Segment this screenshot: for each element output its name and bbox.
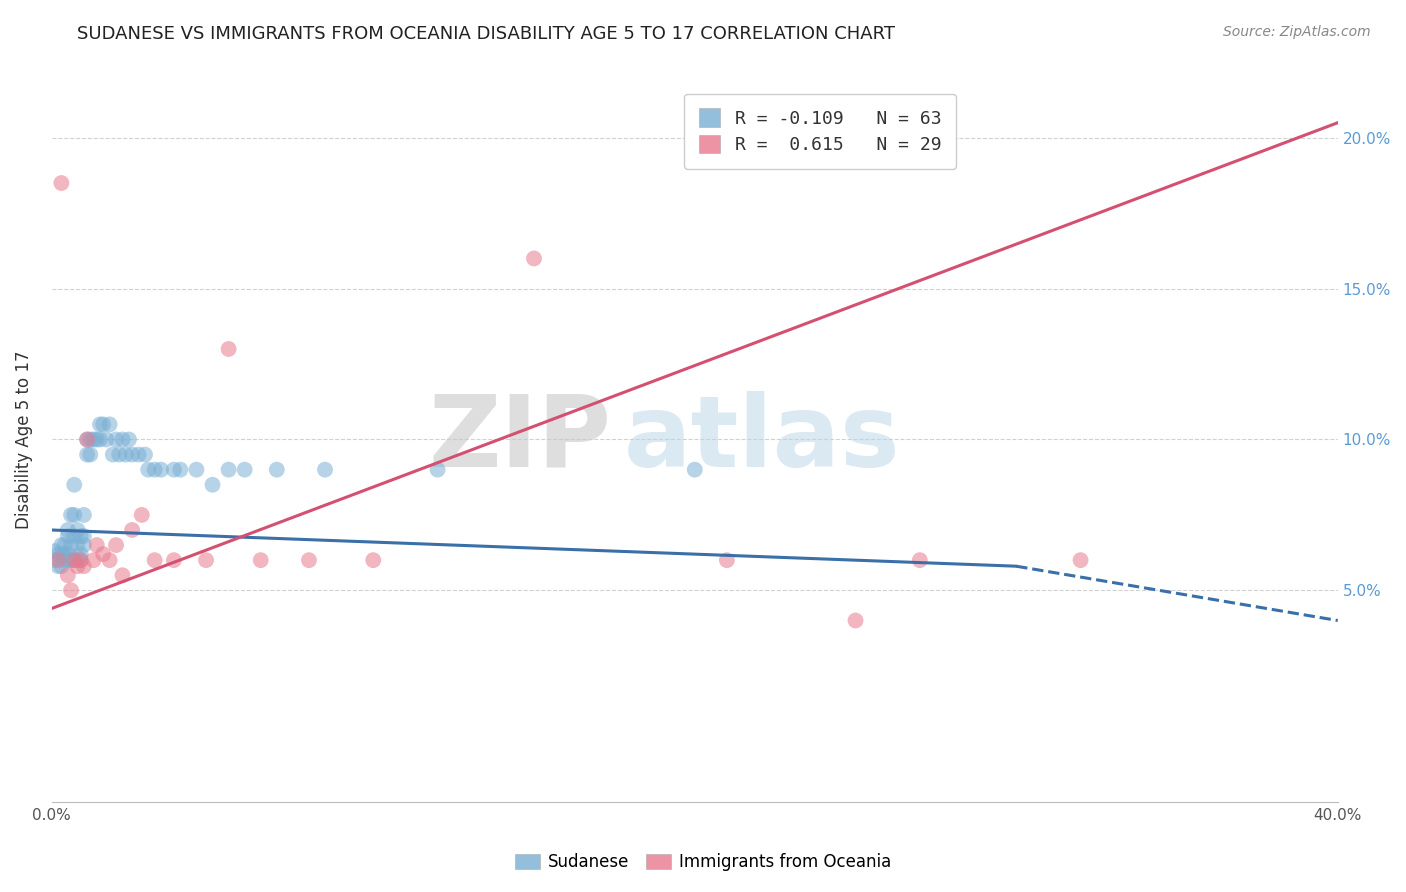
Point [716, 553, 738, 567]
Point [186, 463, 208, 477]
Point [143, 553, 166, 567]
Point [169, 463, 191, 477]
Legend: Sudanese, Immigrants from Oceania: Sudanese, Immigrants from Oceania [506, 845, 900, 880]
Text: SUDANESE VS IMMIGRANTS FROM OCEANIA DISABILITY AGE 5 TO 17 CORRELATION CHART: SUDANESE VS IMMIGRANTS FROM OCEANIA DISA… [77, 25, 896, 43]
Point [63, 553, 86, 567]
Point [89, 417, 111, 432]
Point [73, 559, 96, 574]
Point [69, 529, 91, 543]
Text: atlas: atlas [624, 391, 901, 488]
Point [63, 508, 86, 522]
Point [63, 553, 86, 567]
Point [143, 463, 166, 477]
Point [136, 463, 159, 477]
Point [134, 448, 156, 462]
Point [108, 448, 131, 462]
Y-axis label: Disability Age 5 to 17: Disability Age 5 to 17 [15, 351, 32, 529]
Point [1070, 553, 1092, 567]
Point [91, 547, 114, 561]
Point [73, 529, 96, 543]
Point [76, 448, 98, 462]
Point [56, 568, 79, 582]
Point [53, 553, 76, 567]
Point [98, 553, 121, 567]
Point [844, 614, 866, 628]
Point [69, 553, 91, 567]
Point [683, 463, 706, 477]
Point [60, 508, 83, 522]
Point [66, 523, 89, 537]
Point [56, 547, 79, 561]
Point [69, 547, 91, 561]
Point [218, 463, 240, 477]
Point [46, 547, 69, 561]
Point [56, 523, 79, 537]
Point [266, 463, 288, 477]
Point [128, 448, 150, 462]
Point [63, 477, 86, 491]
Point [76, 433, 98, 447]
Point [79, 433, 101, 447]
Point [63, 529, 86, 543]
Point [79, 448, 101, 462]
Point [361, 553, 384, 567]
Point [195, 553, 218, 567]
Point [51, 176, 73, 190]
Point [51, 538, 73, 552]
Point [96, 433, 118, 447]
Point [69, 553, 91, 567]
Text: ZIP: ZIP [429, 391, 612, 488]
Point [131, 508, 153, 522]
Point [73, 508, 96, 522]
Point [218, 342, 240, 356]
Point [249, 553, 271, 567]
Point [523, 252, 546, 266]
Point [60, 538, 83, 552]
Point [51, 559, 73, 574]
Point [73, 538, 96, 552]
Point [101, 448, 124, 462]
Point [66, 559, 89, 574]
Point [111, 433, 134, 447]
Point [56, 553, 79, 567]
Point [86, 538, 108, 552]
Point [60, 553, 83, 567]
Point [89, 433, 111, 447]
Point [53, 538, 76, 552]
Point [105, 433, 128, 447]
Point [233, 463, 256, 477]
Point [51, 547, 73, 561]
Point [118, 433, 141, 447]
Point [44, 553, 66, 567]
Point [314, 463, 336, 477]
Point [66, 553, 89, 567]
Point [163, 553, 186, 567]
Point [91, 417, 114, 432]
Point [121, 448, 143, 462]
Point [46, 553, 69, 567]
Point [44, 544, 66, 558]
Point [46, 559, 69, 574]
Point [105, 538, 128, 552]
Point [298, 553, 321, 567]
Point [114, 448, 136, 462]
Point [121, 523, 143, 537]
Point [150, 463, 173, 477]
Point [908, 553, 931, 567]
Legend: R = -0.109   N = 63, R =  0.615   N = 29: R = -0.109 N = 63, R = 0.615 N = 29 [685, 94, 956, 169]
Point [163, 463, 186, 477]
Point [83, 433, 105, 447]
Point [201, 477, 224, 491]
Point [98, 417, 121, 432]
Point [66, 538, 89, 552]
Point [83, 553, 105, 567]
Point [111, 568, 134, 582]
Point [426, 463, 449, 477]
Point [86, 433, 108, 447]
Point [76, 433, 98, 447]
Point [60, 583, 83, 598]
Text: Source: ZipAtlas.com: Source: ZipAtlas.com [1223, 25, 1371, 39]
Point [53, 547, 76, 561]
Point [56, 529, 79, 543]
